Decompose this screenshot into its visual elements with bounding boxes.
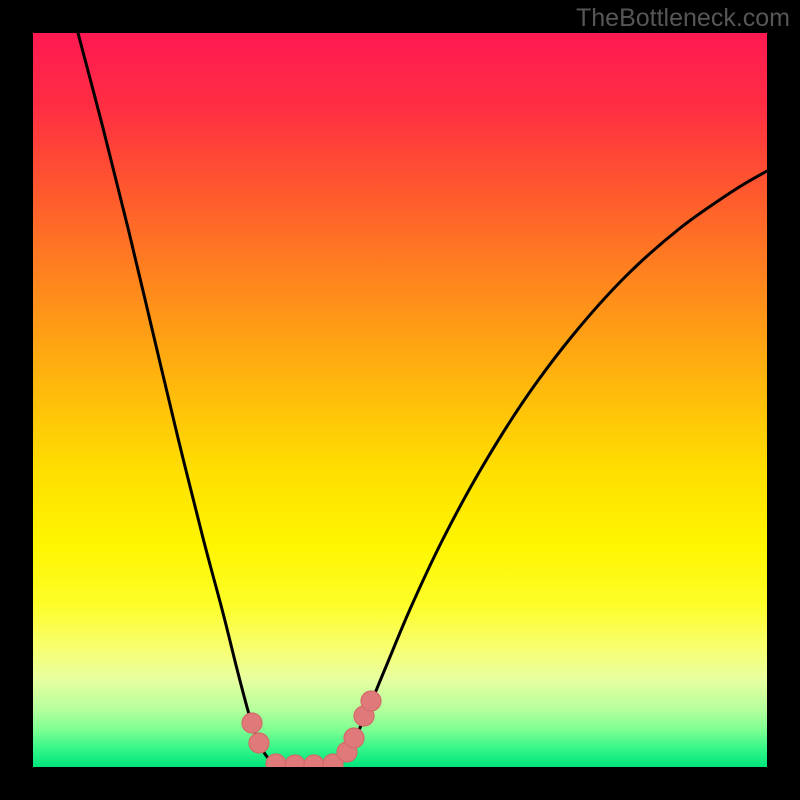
bottleneck-curve (78, 33, 767, 765)
data-marker (337, 742, 357, 762)
outer-frame: TheBottleneck.com (0, 0, 800, 800)
data-marker (242, 713, 262, 733)
data-marker (285, 755, 305, 767)
watermark-text: TheBottleneck.com (576, 4, 790, 33)
plot-area (33, 33, 767, 767)
data-marker (344, 728, 364, 748)
data-marker (266, 754, 286, 767)
data-marker (361, 691, 381, 711)
data-marker (304, 755, 324, 767)
plot-svg (33, 33, 767, 767)
data-marker (323, 754, 343, 767)
data-marker (354, 706, 374, 726)
data-marker (249, 733, 269, 753)
